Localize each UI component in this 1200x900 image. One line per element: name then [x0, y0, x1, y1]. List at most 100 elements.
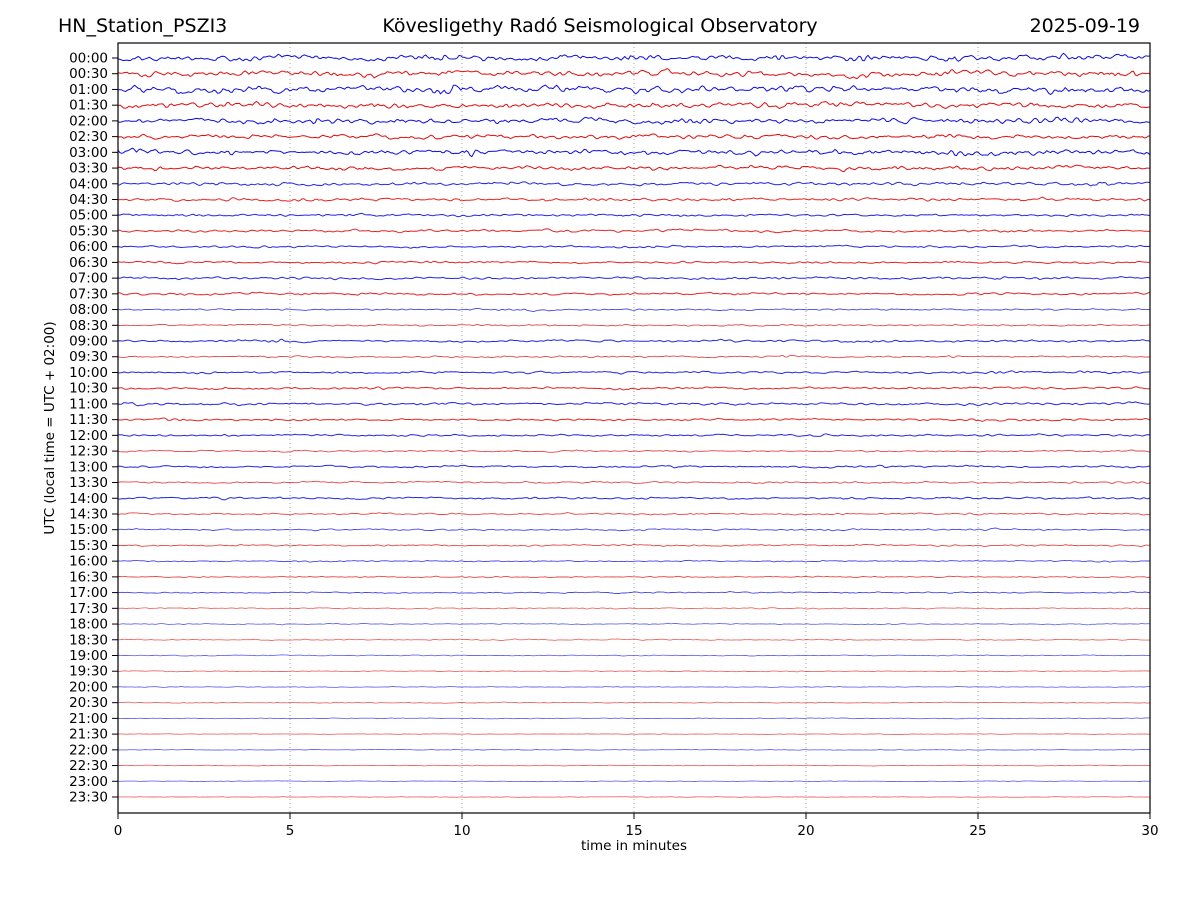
y-tick-label: 15:30: [69, 538, 108, 554]
y-tick-label: 12:00: [69, 428, 108, 444]
y-tick-label: 05:30: [69, 223, 108, 239]
trace-06:30: [117, 260, 1151, 265]
y-tick-label: 22:00: [69, 742, 108, 758]
trace-05:30: [117, 228, 1151, 234]
trace-04:30: [117, 196, 1151, 202]
trace-23:30: [117, 796, 1151, 798]
trace-03:00: [117, 147, 1151, 158]
trace-11:00: [117, 401, 1151, 407]
y-tick-label: 13:30: [69, 475, 108, 491]
y-tick-label: 02:00: [69, 113, 108, 129]
y-tick-label: 19:00: [69, 648, 108, 664]
x-tick-label: 10: [453, 823, 470, 839]
trace-02:30: [117, 133, 1151, 140]
trace-09:30: [117, 354, 1151, 359]
x-tick-label: 0: [114, 823, 123, 839]
y-tick-label: 06:30: [69, 255, 108, 271]
trace-05:00: [117, 212, 1151, 218]
trace-22:30: [117, 764, 1151, 767]
trace-18:00: [117, 622, 1151, 626]
observatory-title: Kövesligethy Radó Seismological Observat…: [382, 15, 818, 37]
trace-17:30: [117, 607, 1151, 610]
trace-14:00: [117, 496, 1151, 501]
x-tick-label: 25: [969, 823, 986, 839]
y-tick-label: 03:00: [69, 145, 108, 161]
gridlines: [289, 43, 979, 813]
y-tick-label: 17:00: [69, 585, 108, 601]
trace-18:30: [117, 638, 1151, 641]
trace-06:00: [117, 244, 1151, 249]
y-tick-label: 14:30: [69, 506, 108, 522]
y-axis-ticks: 00:0000:3001:0001:3002:0002:3003:0003:30…: [69, 51, 118, 806]
trace-08:00: [117, 308, 1151, 312]
trace-11:30: [117, 417, 1151, 422]
station-title: HN_Station_PSZI3: [58, 15, 228, 37]
y-axis-label: UTC (local time = UTC + 02:00): [42, 321, 58, 535]
trace-19:30: [117, 670, 1151, 673]
trace-23:00: [117, 780, 1151, 783]
traces: [117, 52, 1151, 798]
y-tick-label: 04:00: [69, 176, 108, 192]
trace-17:00: [117, 591, 1151, 594]
trace-10:30: [117, 386, 1151, 391]
trace-21:30: [117, 733, 1151, 736]
y-tick-label: 02:30: [69, 129, 108, 145]
y-tick-label: 05:00: [69, 208, 108, 224]
date-title: 2025-09-19: [1029, 15, 1140, 37]
y-tick-label: 22:30: [69, 758, 108, 774]
trace-01:30: [117, 101, 1151, 110]
y-tick-label: 10:30: [69, 381, 108, 397]
x-tick-label: 5: [286, 823, 295, 839]
y-tick-label: 21:30: [69, 727, 108, 743]
y-tick-label: 00:00: [69, 51, 108, 67]
y-tick-label: 20:00: [69, 679, 108, 695]
trace-10:00: [117, 370, 1151, 375]
trace-00:00: [117, 52, 1151, 62]
y-tick-label: 08:30: [69, 318, 108, 334]
y-tick-label: 20:30: [69, 695, 108, 711]
trace-16:00: [117, 559, 1151, 563]
trace-00:30: [117, 68, 1151, 80]
trace-20:00: [117, 685, 1151, 688]
x-axis-ticks: 0 5 10 15 20 25 30: [114, 813, 1159, 839]
trace-13:30: [117, 480, 1151, 484]
y-tick-label: 03:30: [69, 161, 108, 177]
y-tick-label: 15:00: [69, 522, 108, 538]
y-tick-label: 21:00: [69, 711, 108, 727]
trace-21:00: [117, 717, 1151, 720]
y-tick-label: 07:00: [69, 271, 108, 287]
trace-07:00: [117, 276, 1151, 281]
y-tick-label: 23:30: [69, 790, 108, 806]
trace-12:00: [117, 433, 1151, 437]
y-tick-label: 01:30: [69, 98, 108, 114]
trace-08:30: [117, 323, 1151, 327]
trace-01:00: [117, 84, 1151, 95]
y-tick-label: 14:00: [69, 491, 108, 507]
trace-14:30: [117, 512, 1151, 516]
trace-09:00: [117, 338, 1151, 344]
y-tick-label: 18:00: [69, 617, 108, 633]
y-tick-label: 16:30: [69, 569, 108, 585]
x-axis-label: time in minutes: [580, 838, 688, 854]
trace-07:30: [117, 291, 1151, 296]
y-tick-label: 04:30: [69, 192, 108, 208]
trace-15:00: [117, 527, 1151, 532]
y-tick-label: 12:30: [69, 444, 108, 460]
trace-22:00: [117, 748, 1151, 751]
y-tick-label: 11:00: [69, 396, 108, 412]
trace-16:30: [117, 575, 1151, 579]
y-tick-label: 09:00: [69, 334, 108, 350]
y-tick-label: 08:00: [69, 302, 108, 318]
trace-03:30: [117, 164, 1151, 173]
trace-15:30: [117, 543, 1151, 547]
y-tick-label: 18:30: [69, 632, 108, 648]
x-tick-label: 20: [797, 823, 814, 839]
trace-04:00: [117, 181, 1151, 187]
x-tick-label: 15: [625, 823, 642, 839]
trace-12:30: [117, 449, 1151, 453]
x-tick-label: 30: [1141, 823, 1158, 839]
y-tick-label: 07:30: [69, 286, 108, 302]
y-tick-label: 17:30: [69, 601, 108, 617]
